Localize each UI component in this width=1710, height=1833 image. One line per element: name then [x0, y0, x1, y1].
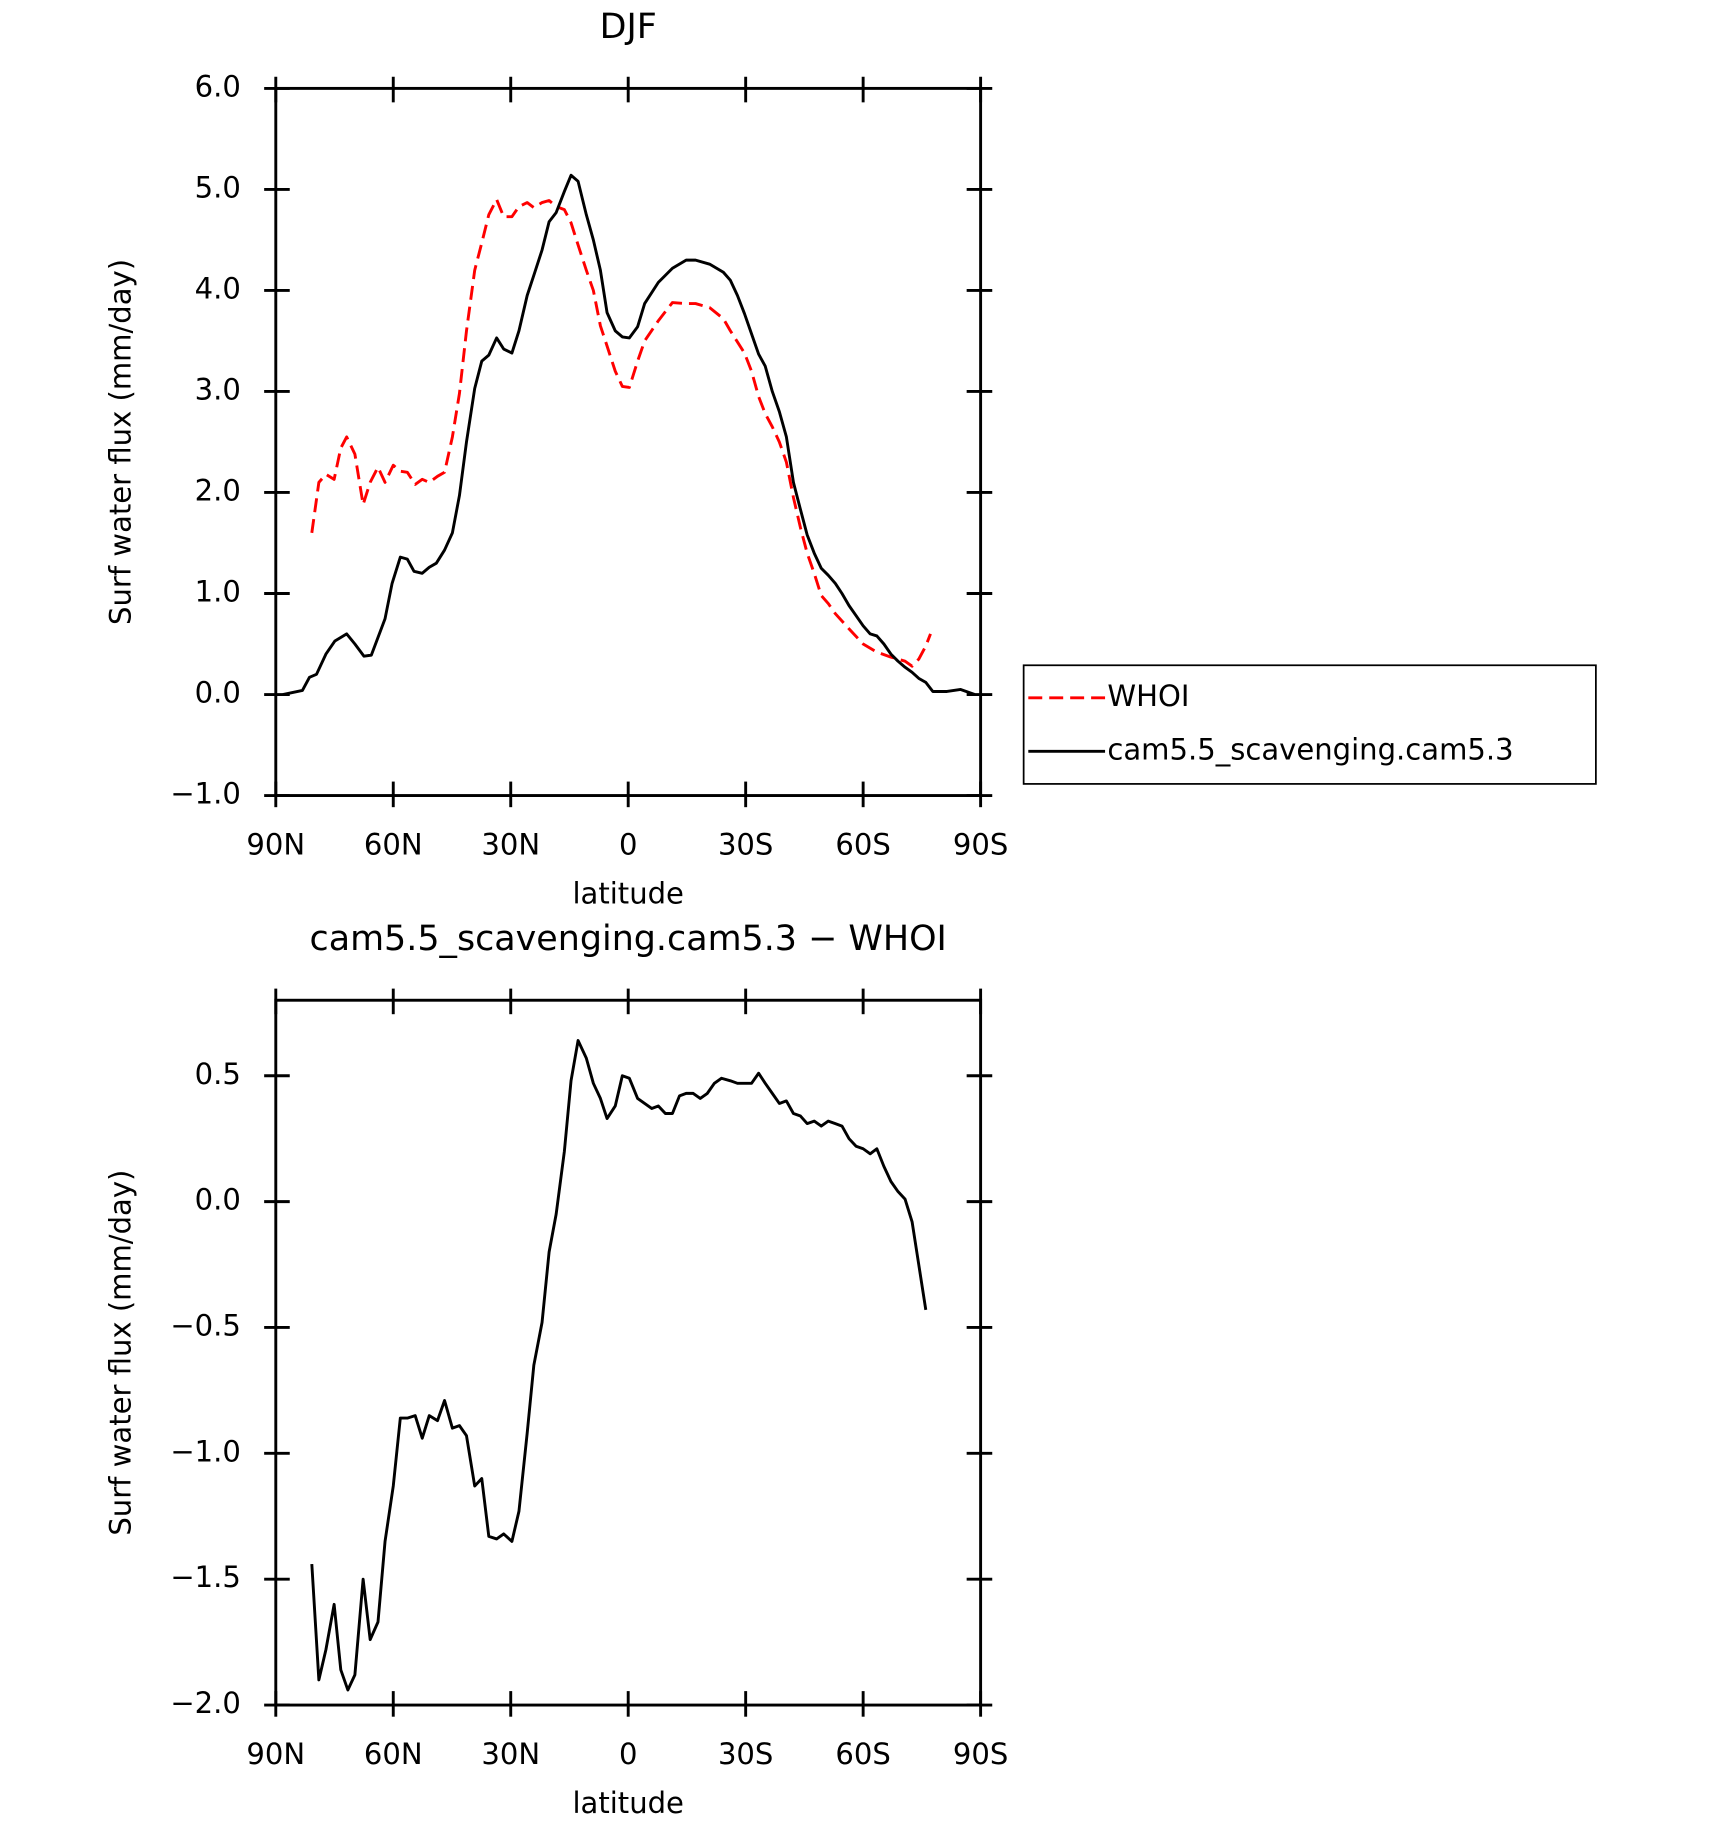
x-tick-label: 0	[619, 828, 638, 862]
y-tick-label: 4.0	[195, 271, 241, 305]
y-tick-label: 0.0	[195, 1183, 241, 1217]
y-tick-label: 0.5	[195, 1057, 241, 1091]
data-line	[282, 173, 976, 696]
legend-box	[1022, 664, 1597, 785]
plot-frame	[274, 998, 983, 1707]
x-tick-label: 90S	[953, 828, 1008, 862]
data-line	[310, 1039, 928, 1692]
y-tick-label: −1.0	[170, 777, 241, 811]
y-tick-label: 3.0	[195, 372, 241, 406]
plot-frame	[274, 86, 983, 797]
x-tick-label: 60N	[364, 828, 423, 862]
chart-title: DJF	[600, 7, 657, 47]
y-tick-label: 6.0	[195, 69, 241, 103]
y-tick-label: −1.5	[170, 1560, 241, 1594]
y-axis-label: Surf water flux (mm/day)	[103, 259, 137, 625]
x-axis-label: latitude	[572, 877, 684, 911]
x-tick-label: 30N	[481, 1737, 540, 1771]
y-tick-label: 1.0	[195, 574, 241, 608]
x-tick-label: 30N	[481, 828, 540, 862]
x-axis-label: latitude	[572, 1786, 684, 1820]
y-tick-label: 2.0	[195, 473, 241, 507]
y-tick-label: −0.5	[170, 1308, 241, 1342]
x-tick-label: 90N	[246, 828, 305, 862]
x-tick-label: 90N	[246, 1737, 305, 1771]
data-line	[310, 198, 932, 668]
x-tick-label: 0	[619, 1737, 638, 1771]
y-tick-label: −2.0	[170, 1686, 241, 1720]
x-tick-label: 90S	[953, 1737, 1008, 1771]
x-tick-label: 60S	[835, 1737, 890, 1771]
y-axis-label: Surf water flux (mm/day)	[103, 1170, 137, 1536]
x-tick-label: 60S	[835, 828, 890, 862]
legend-label: cam5.5_scavenging.cam5.3	[1107, 732, 1513, 766]
y-tick-label: −1.0	[170, 1434, 241, 1468]
legend-label: WHOI	[1107, 679, 1189, 713]
y-tick-label: 0.0	[195, 676, 241, 710]
x-tick-label: 60N	[364, 1737, 423, 1771]
x-tick-label: 30S	[718, 1737, 773, 1771]
y-tick-label: 5.0	[195, 170, 241, 204]
x-tick-label: 30S	[718, 828, 773, 862]
chart-title: cam5.5_scavenging.cam5.3 − WHOI	[310, 919, 947, 959]
